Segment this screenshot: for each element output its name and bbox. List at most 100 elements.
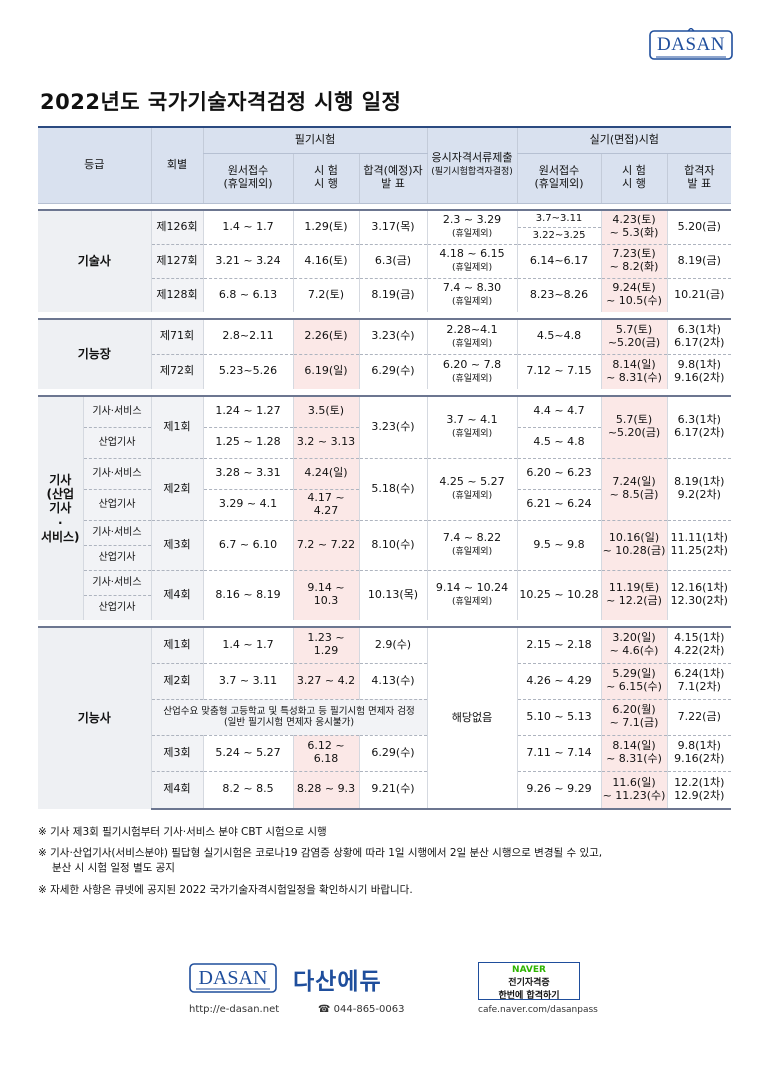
p-pass-b: 6.17(2차) — [674, 426, 725, 440]
doc-sub: (휴일제외) — [451, 338, 493, 349]
apply-cell: 5.24 ~ 5.27 — [202, 735, 293, 772]
p-pass-cell: 5.20(금) — [666, 209, 732, 245]
p-exam-b: ~5.20(금) — [607, 335, 661, 349]
table-row: 산업기사 3.29 ~ 4.1 4.17 ~ 4.27 6.21 ~ 6.24 — [38, 489, 731, 521]
header-grade: 등급 — [38, 126, 151, 204]
doc-cell: 3.7 ~ 4.1 (휴일제외) — [426, 395, 518, 459]
p-exam-cell: 4.23(토) ~ 5.3(화) — [600, 209, 668, 245]
p-apply-cell: 3.7~3.11 — [516, 209, 602, 228]
p-pass-a: 6.3(1차) — [677, 322, 721, 336]
exam-cell: 6.19(일) — [292, 354, 359, 389]
apply-cell: 8.16 ~ 8.19 — [202, 570, 293, 620]
p-pass-cell: 11.11(1차) 11.25(2차) — [666, 520, 732, 571]
exam-cell: 4.16(토) — [292, 244, 359, 279]
p-pass-cell: 8.19(1차) 9.2(2차) — [666, 458, 732, 521]
exam-cell: 8.28 ~ 9.3 — [292, 771, 359, 810]
apply-cell: 3.7 ~ 3.11 — [202, 663, 293, 700]
exam-cell: 2.26(토) — [292, 318, 359, 355]
p-exam-a: 3.20(일) — [612, 631, 656, 645]
round-cell: 제126회 — [150, 209, 203, 245]
header-p-apply-label: 원서접수 — [538, 164, 580, 178]
footer-phone: ☎ 044-865-0063 — [318, 1004, 405, 1015]
p-pass-b: 7.1(2차) — [677, 680, 721, 693]
table-row: 제3회 5.24 ~ 5.27 6.12 ~ 6.18 6.29(수) 7.11… — [38, 735, 732, 772]
p-pass-b: 12.30(2차) — [670, 594, 728, 608]
p-pass-a: 8.19(1차) — [674, 475, 725, 489]
notes: ※ 기사 제3회 필기시험부터 기사·서비스 분야 CBT 시험으로 시행 ※ … — [38, 825, 738, 904]
dasan-logo-frame-icon — [649, 28, 733, 60]
table-row: 기사·서비스 제2회 3.28 ~ 3.31 4.24(일) 5.18(수) 4… — [38, 458, 732, 521]
table-row: 기사 (산업 기사 · 서비스) 기사·서비스 제1회 1.24 ~ 1.27 … — [38, 395, 732, 620]
p-exam-b: ~ 6.15(수) — [606, 680, 662, 693]
grade-gisa: 기사 (산업 기사 · 서비스) — [38, 395, 83, 620]
doc-sub: (휴일제외) — [451, 263, 493, 273]
p-apply-cell: 8.23~8.26 — [516, 278, 602, 312]
p-exam-b: ~ 8.2(화) — [609, 260, 659, 273]
p-exam-cell: 6.20(월) ~ 7.1(금) — [600, 699, 668, 736]
note-2-cont: 분산 시 시험 일정 별도 공지 — [52, 862, 175, 875]
exam-cell: 3.2 ~ 3.13 — [292, 427, 359, 459]
header-apply-label: 원서접수 — [227, 164, 269, 178]
p-pass-a: 11.11(1차) — [670, 531, 728, 545]
pass-cell: 6.29(수) — [358, 354, 428, 389]
pass-cell: 3.23(수) — [358, 318, 428, 355]
doc-sub: (휴일제외) — [451, 597, 493, 608]
header-pass-label2: 발 표 — [381, 177, 405, 190]
header-exam-label: 시 험 — [314, 164, 338, 178]
schedule-table: 등급 회별 필기시험 응시자격서류제출 (필기시험합격자결정) 실기(면접)시험… — [38, 126, 732, 810]
table-row: 제127회 3.21 ~ 3.24 4.16(토) 6.3(금) 4.18 ~ … — [38, 244, 732, 279]
header-apply-sub: (휴일제외) — [223, 177, 273, 190]
p-exam-a: 7.24(일) — [612, 475, 656, 489]
p-pass-cell: 12.16(1차) 12.30(2차) — [666, 570, 732, 620]
p-apply-cell: 7.11 ~ 7.14 — [516, 735, 602, 772]
doc-cell: 4.25 ~ 5.27 (휴일제외) — [426, 458, 518, 521]
table-row: 제72회 5.23~5.26 6.19(일) 6.29(수) 6.20 ~ 7.… — [38, 354, 732, 389]
doc-cell: 7.4 ~ 8.22 (휴일제외) — [426, 520, 518, 571]
cat-service: 기사·서비스 — [82, 458, 151, 490]
round-cell: 제4회 — [150, 570, 203, 620]
special-exam-cell: 산업수요 맞춤형 고등학교 및 특성화고 등 필기시험 면제자 검정 (일반 필기… — [150, 699, 428, 736]
p-pass-b: 9.16(2차) — [674, 752, 725, 765]
cafe-url[interactable]: cafe.naver.com/dasanpass — [478, 1005, 598, 1015]
cat-industrial: 산업기사 — [82, 545, 151, 571]
spacer — [38, 389, 732, 396]
header-row-1: 등급 회별 필기시험 응시자격서류제출 (필기시험합격자결정) 실기(면접)시험 — [38, 126, 732, 204]
round-cell: 제127회 — [150, 244, 203, 279]
p-apply-cell: 3.22~3.25 — [516, 227, 602, 245]
p-exam-a: 4.23(토) — [612, 213, 656, 227]
doc-cell: 2.3 ~ 3.29 (휴일제외) — [426, 209, 518, 245]
doc-na-cell: 해당없음 — [426, 626, 518, 810]
p-exam-b: ~ 8.5(금) — [609, 488, 659, 501]
p-exam-cell: 11.19(토) ~ 12.2(금) — [600, 570, 668, 620]
pass-cell: 8.10(수) — [358, 520, 428, 571]
p-exam-cell: 5.7(토) ~5.20(금) — [600, 318, 668, 355]
header-round: 회별 — [150, 126, 203, 204]
p-apply-cell: 6.21 ~ 6.24 — [516, 489, 602, 521]
doc-sub: (휴일제외) — [451, 373, 493, 384]
header-p-exam-label2: 시 행 — [622, 177, 646, 190]
table-row: 산업기사 — [38, 545, 731, 571]
doc-date: 7.4 ~ 8.22 — [442, 531, 502, 545]
p-exam-a: 8.14(일) — [612, 357, 656, 371]
p-apply-cell: 9.5 ~ 9.8 — [516, 520, 602, 571]
grade-gisa-l1: 기사 — [49, 473, 72, 488]
pass-cell: 5.18(수) — [358, 458, 428, 521]
p-pass-a: 9.8(1차) — [677, 357, 721, 371]
p-exam-b: ~ 4.6(수) — [609, 644, 659, 658]
exam-cell: 4.24(일) — [292, 458, 359, 490]
grade-gineungsa: 기능사 — [38, 626, 151, 809]
p-pass-cell: 10.21(금) — [666, 278, 732, 312]
footer-url[interactable]: http://e-dasan.net — [189, 1004, 280, 1015]
grade-gineungjang: 기능장 — [38, 318, 151, 389]
exam-cell: 1.29(토) — [292, 209, 359, 245]
grade-gisulsa: 기술사 — [38, 209, 151, 312]
p-exam-a: 6.20(월) — [612, 703, 656, 717]
doc-sub: (휴일제외) — [451, 297, 493, 308]
doc-date: 9.14 ~ 10.24 — [435, 581, 509, 595]
apply-cell: 1.25 ~ 1.28 — [202, 427, 293, 459]
round-cell: 제3회 — [150, 735, 203, 772]
header-written: 필기시험 — [202, 126, 428, 154]
apply-cell: 8.2 ~ 8.5 — [202, 771, 293, 810]
p-pass-b: 11.25(2차) — [670, 544, 728, 557]
